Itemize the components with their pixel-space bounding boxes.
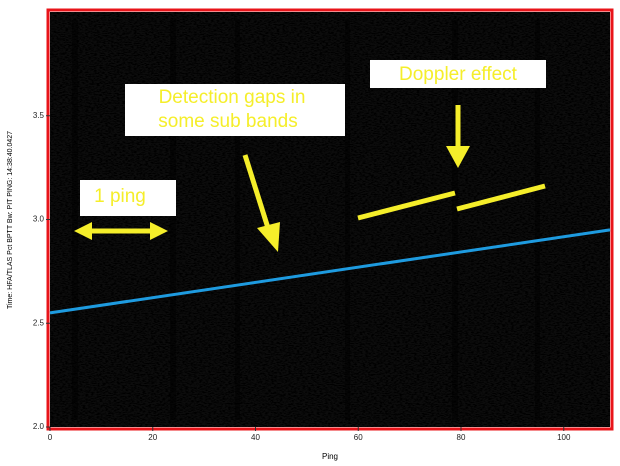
x-tick-label: 0 [48,433,53,442]
y-tick-label: 2.0 [33,422,45,431]
annotation: 1 ping [94,186,146,207]
x-tick-label: 80 [457,433,466,442]
x-tick-label: 40 [251,433,260,442]
y-tick-label: 2.5 [33,318,45,327]
x-tick-label: 60 [354,433,363,442]
chart: Doppler effect Detection gaps in some su… [0,0,620,466]
y-tick-label: 3.5 [33,111,45,120]
annotation: Doppler effect [399,64,518,85]
x-tick-label: 100 [557,433,571,442]
y-tick-label: 3.0 [33,215,45,224]
annotation: Detection gaps in [159,87,306,108]
y-axis-label: Time: HFA/TLAS Pct BPTT Bw: PIT PING: 14… [7,131,14,309]
x-axis-label: Ping [322,452,338,461]
annotation: some sub bands [158,111,297,132]
x-tick-label: 20 [148,433,157,442]
page: Doppler effect Detection gaps in some su… [0,0,620,466]
